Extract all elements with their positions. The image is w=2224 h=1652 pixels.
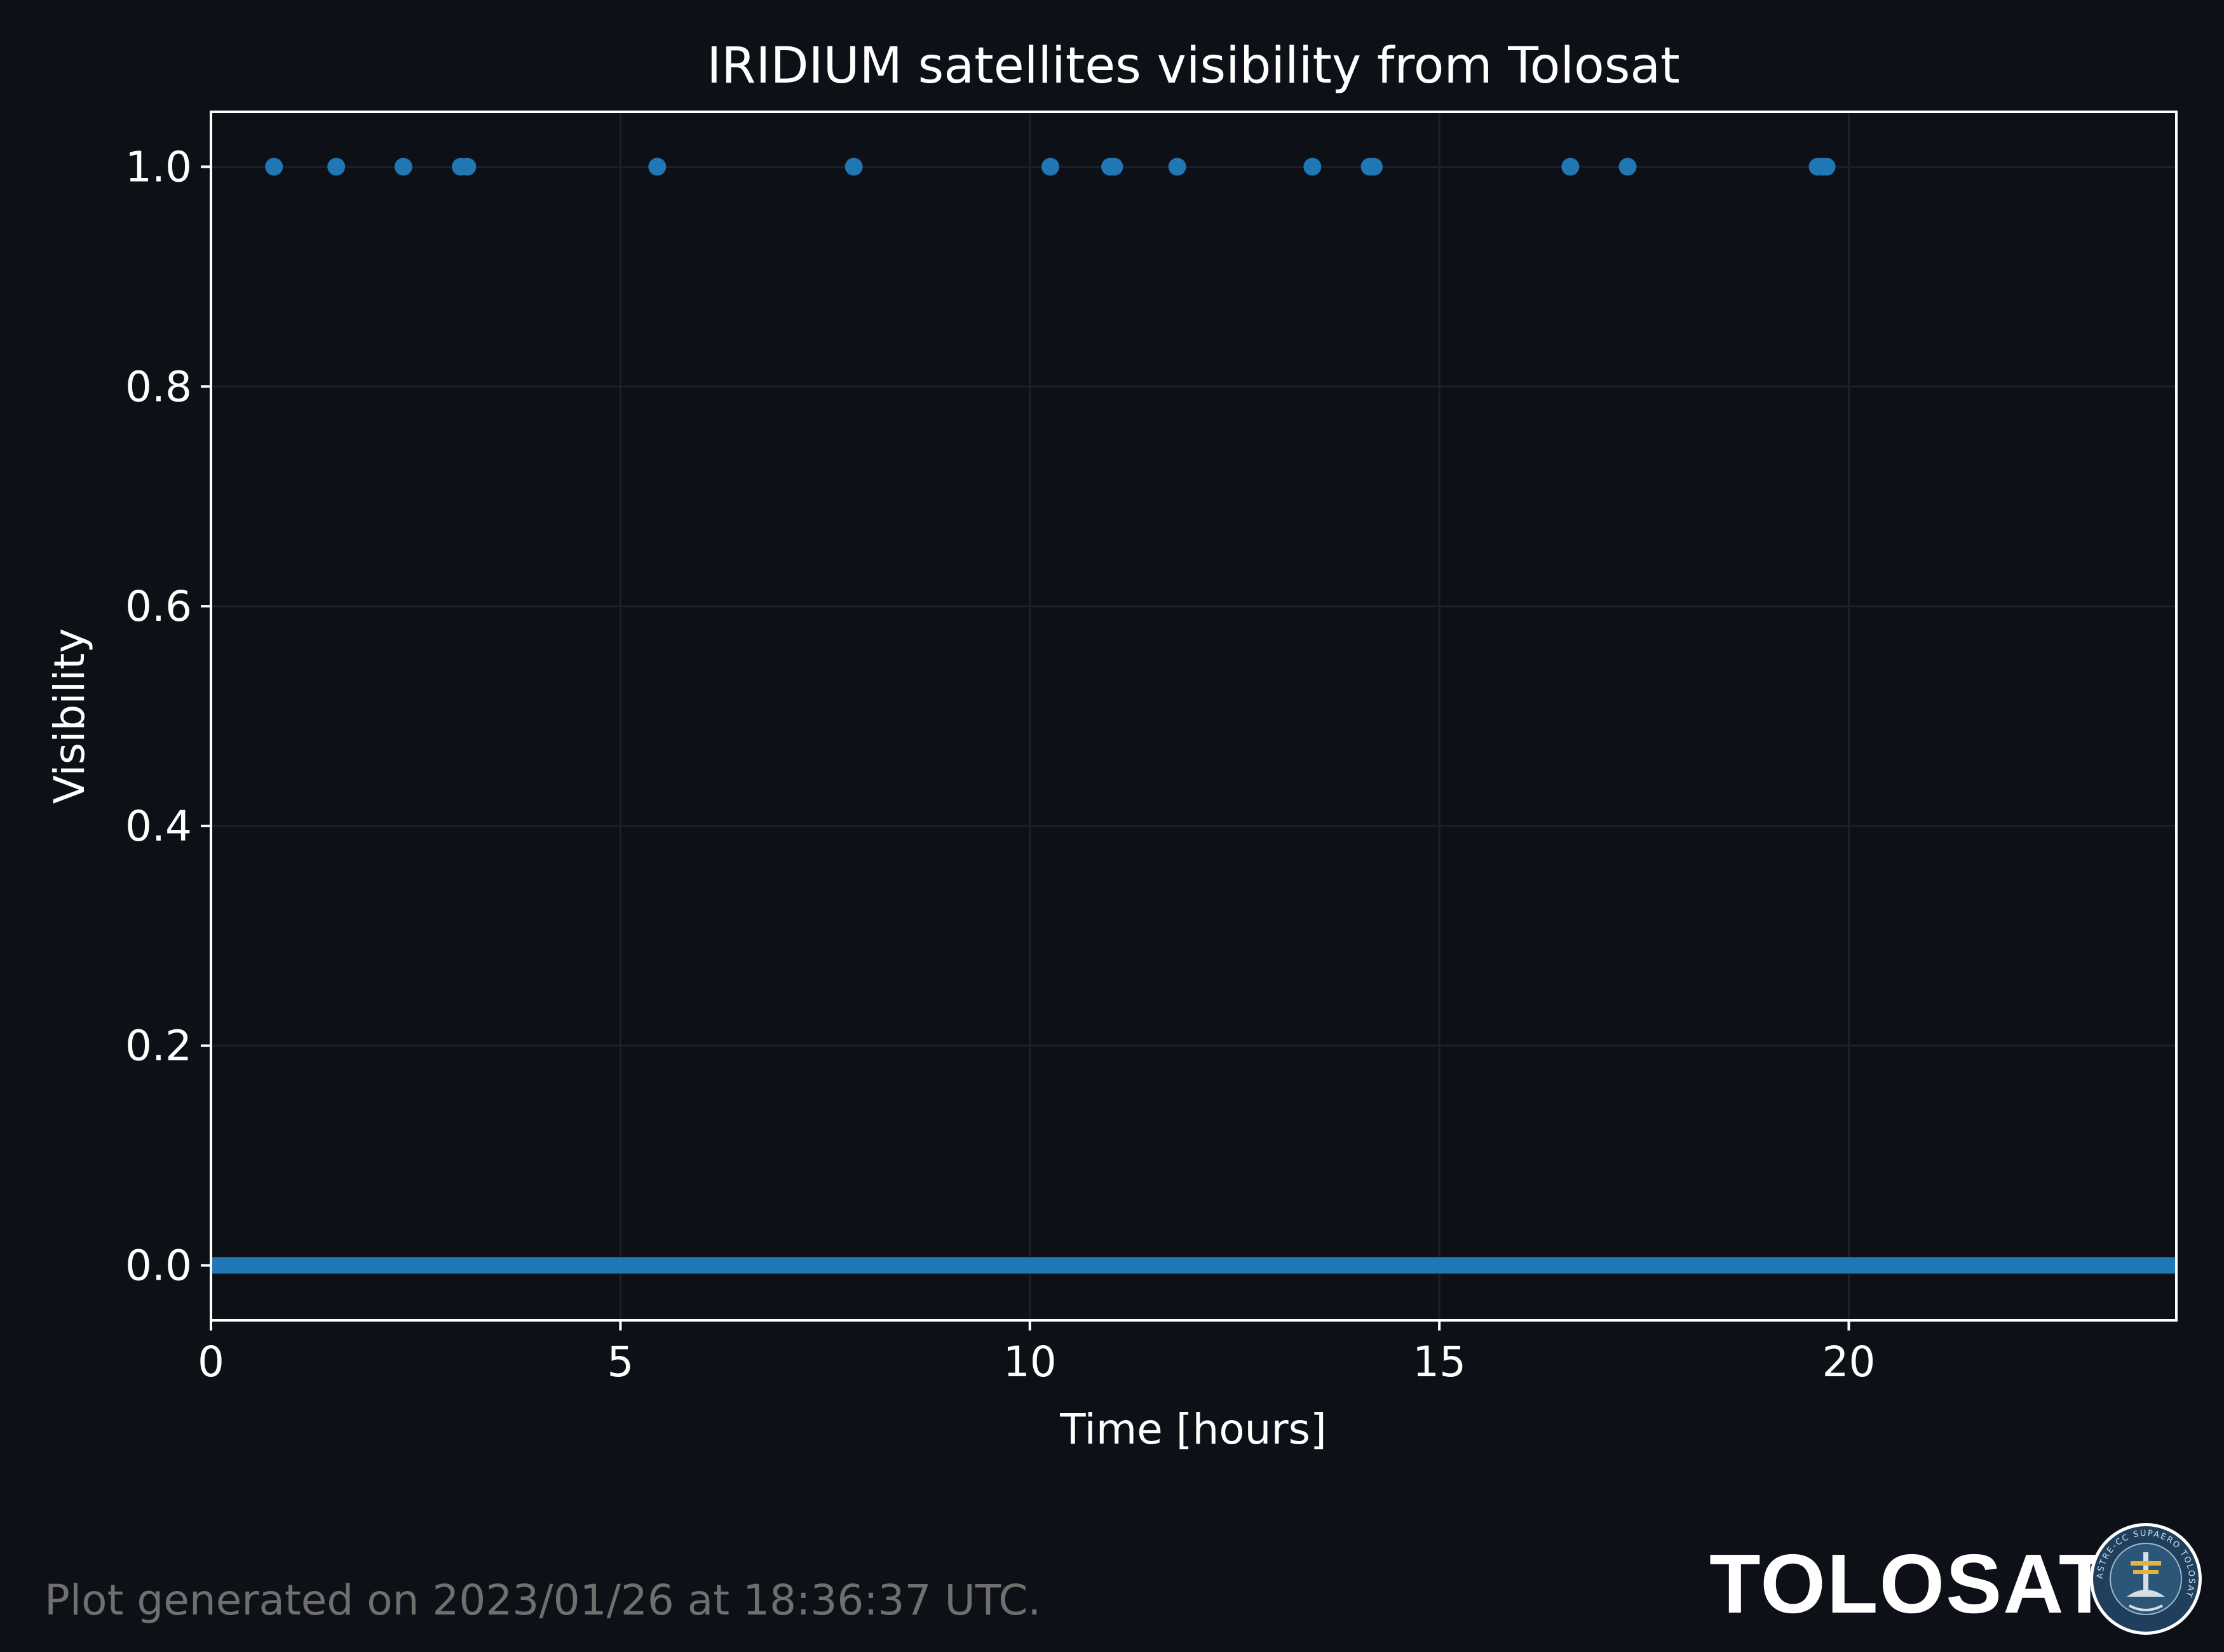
- y-tick-label: 0.2: [125, 1022, 192, 1071]
- y-tick-label: 0.8: [125, 362, 192, 411]
- x-tick-label: 0: [198, 1337, 224, 1386]
- x-axis-label: Time [hours]: [1059, 1405, 1327, 1454]
- visibility-point: [394, 158, 412, 176]
- chart-title: IRIDIUM satellites visibility from Tolos…: [707, 37, 1680, 95]
- visibility-point: [265, 158, 283, 176]
- brand-block: TOLOSAT ASTRE-CC SUPAERO TOLOSAT: [1709, 1522, 2205, 1642]
- axis-ticks: 0 5 10 15 20 0.0 0.2 0.4 0.6 0.8 1.0: [125, 142, 1875, 1386]
- visibility-point: [1041, 158, 1059, 176]
- visibility-point: [648, 158, 667, 176]
- visibility-point: [1618, 158, 1637, 176]
- brand-name: TOLOSAT: [1709, 1537, 2112, 1630]
- visibility-point: [844, 158, 863, 176]
- visibility-point: [458, 158, 477, 176]
- x-tick-label: 10: [1003, 1337, 1057, 1386]
- visibility-point: [327, 158, 346, 176]
- x-tick-label: 20: [1822, 1337, 1876, 1386]
- y-axis-label: Visibility: [45, 628, 94, 804]
- plot-frame: [210, 111, 2178, 1322]
- visibility-point: [1105, 158, 1123, 176]
- y-tick-label: 1.0: [125, 142, 192, 191]
- grid-lines: [210, 112, 2176, 1320]
- visibility-point: [1817, 158, 1836, 176]
- tolosat-seal-icon: ASTRE-CC SUPAERO TOLOSAT: [2090, 1523, 2202, 1635]
- visibility-point: [1561, 158, 1580, 176]
- y-tick-label: 0.4: [125, 802, 192, 851]
- visibility-point: [1168, 158, 1186, 176]
- plot-generated-note: Plot generated on 2023/01/26 at 18:36:37…: [44, 1576, 1041, 1625]
- x-tick-label: 5: [607, 1337, 634, 1386]
- y-tick-label: 0.0: [125, 1242, 192, 1290]
- y-tick-label: 0.6: [125, 582, 192, 631]
- data-series: [211, 158, 2176, 1274]
- x-tick-label: 15: [1413, 1337, 1466, 1386]
- visibility-point: [1365, 158, 1383, 176]
- visibility-point: [1303, 158, 1322, 176]
